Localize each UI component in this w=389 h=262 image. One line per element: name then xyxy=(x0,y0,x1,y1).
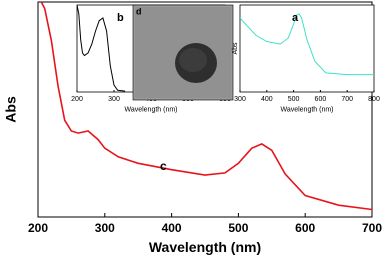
x-axis-label: Wavelength (nm) xyxy=(124,106,177,113)
x-axis-label: Wavelength (nm) xyxy=(149,239,261,255)
x-tick-label: 600 xyxy=(295,221,315,235)
x-tick-label: 300 xyxy=(108,96,120,103)
y-axis-label: Abs xyxy=(232,42,239,55)
data-line xyxy=(40,2,372,211)
x-tick-label: 200 xyxy=(28,221,48,235)
x-tick-label: 400 xyxy=(162,221,182,235)
annotation: a xyxy=(292,12,299,24)
y-axis-label: Abs xyxy=(3,96,19,123)
x-tick-label: 300 xyxy=(234,96,246,103)
x-tick-label: 500 xyxy=(228,221,248,235)
x-tick-label: 500 xyxy=(288,96,300,103)
x-axis-label: Wavelength (nm) xyxy=(280,106,333,113)
annotation: b xyxy=(117,12,124,24)
x-tick-label: 300 xyxy=(95,221,115,235)
plot-area xyxy=(239,4,375,93)
nanoparticle-core xyxy=(179,48,207,72)
x-tick-label: 200 xyxy=(71,96,83,103)
data-line xyxy=(77,5,126,92)
x-tick-label: 400 xyxy=(261,96,273,103)
x-tick-label: 600 xyxy=(315,96,327,103)
annotation: c xyxy=(160,159,167,173)
data-line xyxy=(240,13,374,76)
image-label: d xyxy=(136,6,142,16)
x-tick-label: 700 xyxy=(362,221,382,235)
x-tick-label: 800 xyxy=(368,96,380,103)
x-tick-label: 700 xyxy=(341,96,353,103)
